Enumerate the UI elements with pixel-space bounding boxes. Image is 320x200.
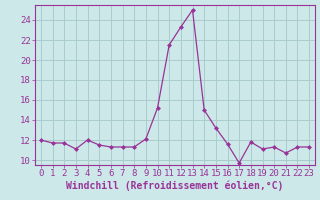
X-axis label: Windchill (Refroidissement éolien,°C): Windchill (Refroidissement éolien,°C) [66, 181, 284, 191]
